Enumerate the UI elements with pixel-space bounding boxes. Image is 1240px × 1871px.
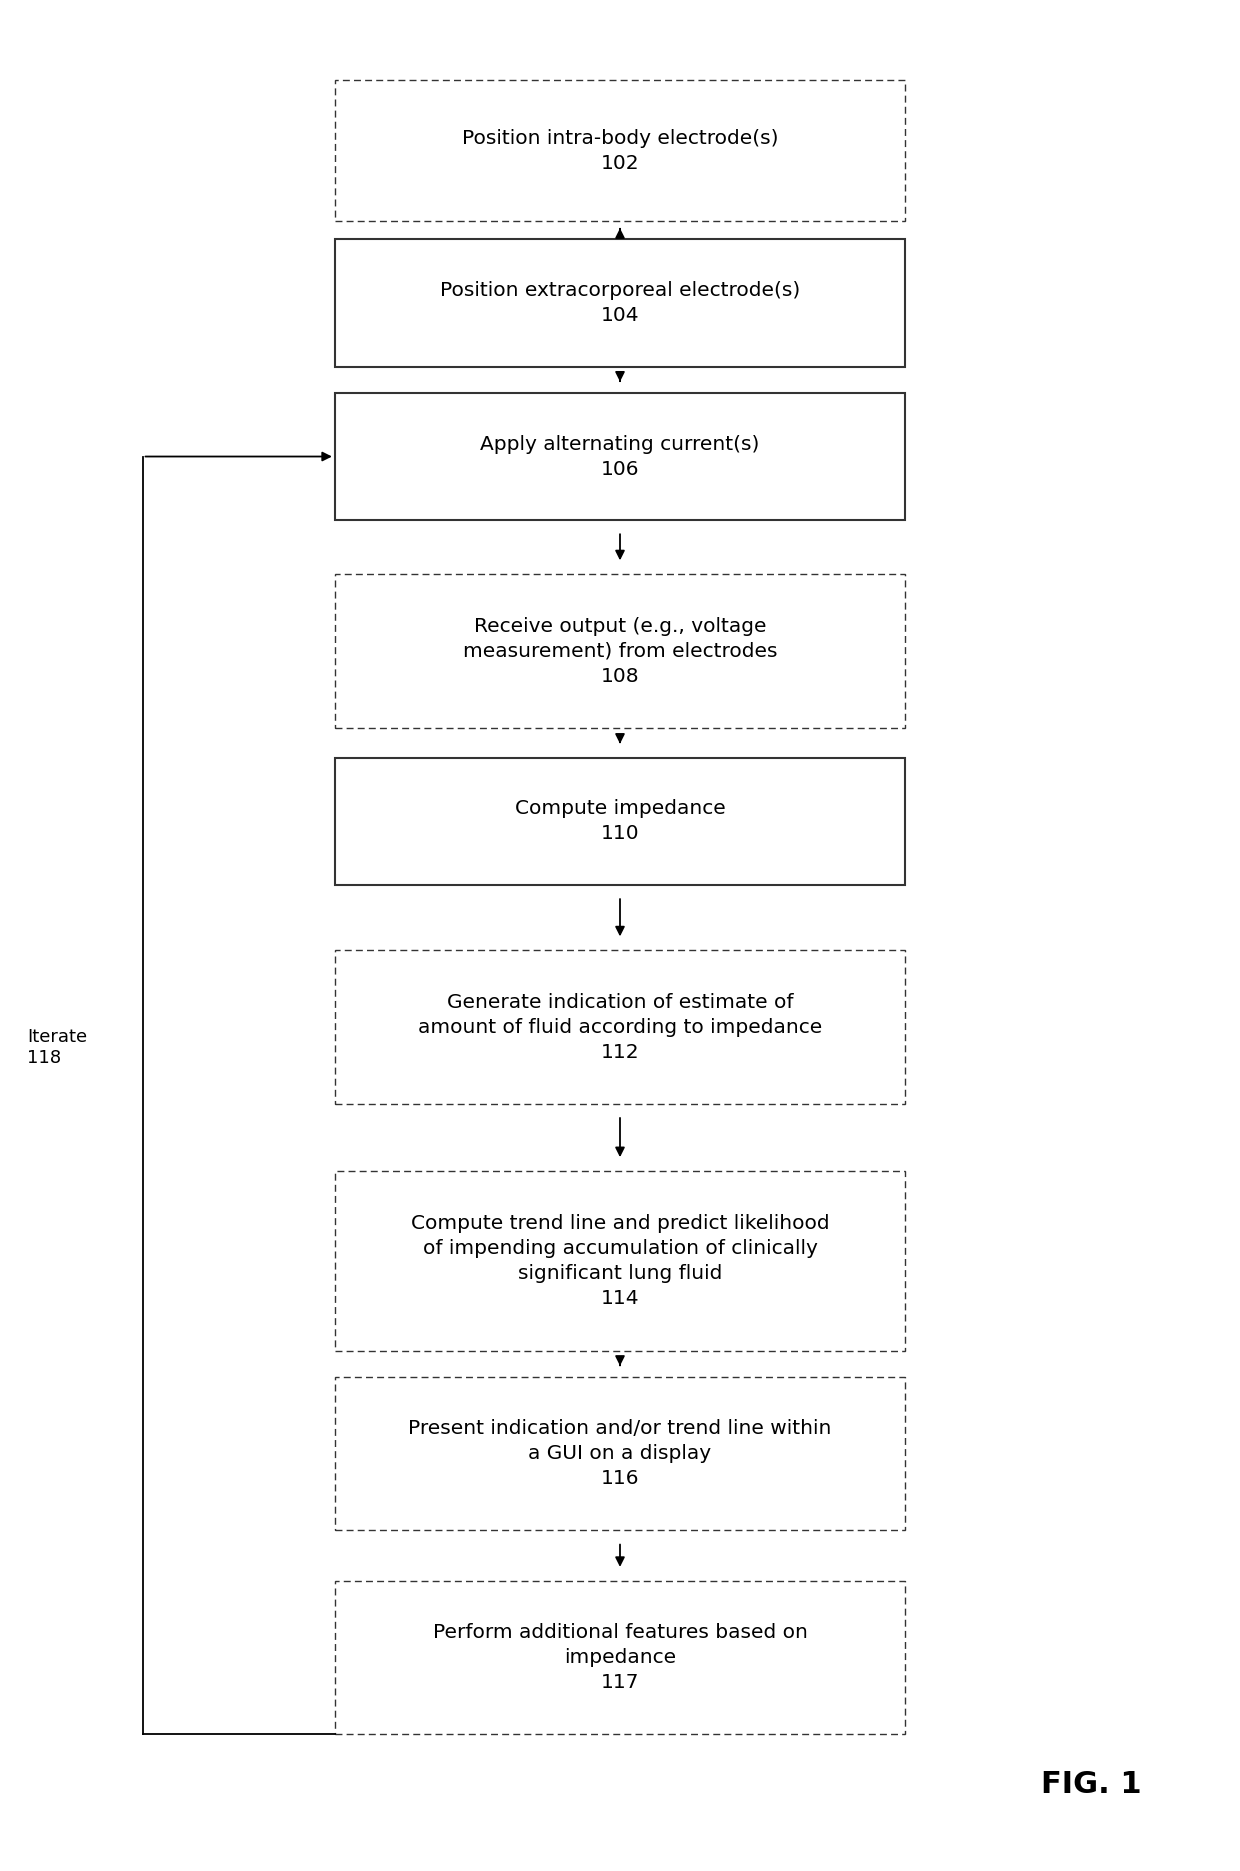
- FancyBboxPatch shape: [335, 1581, 905, 1734]
- Text: Perform additional features based on
impedance
117: Perform additional features based on imp…: [433, 1624, 807, 1691]
- Text: Compute impedance
110: Compute impedance 110: [515, 799, 725, 844]
- FancyBboxPatch shape: [335, 574, 905, 728]
- FancyBboxPatch shape: [335, 1377, 905, 1530]
- FancyBboxPatch shape: [335, 1171, 905, 1351]
- Text: Generate indication of estimate of
amount of fluid according to impedance
112: Generate indication of estimate of amoun…: [418, 994, 822, 1061]
- FancyBboxPatch shape: [335, 758, 905, 885]
- Text: Iterate
118: Iterate 118: [27, 1029, 87, 1066]
- FancyBboxPatch shape: [335, 239, 905, 367]
- Text: FIG. 1: FIG. 1: [1040, 1770, 1142, 1800]
- FancyBboxPatch shape: [335, 393, 905, 520]
- Text: Position extracorporeal electrode(s)
104: Position extracorporeal electrode(s) 104: [440, 281, 800, 326]
- Text: Present indication and/or trend line within
a GUI on a display
116: Present indication and/or trend line wit…: [408, 1420, 832, 1487]
- FancyBboxPatch shape: [335, 950, 905, 1104]
- Text: Position intra-body electrode(s)
102: Position intra-body electrode(s) 102: [461, 129, 779, 172]
- FancyBboxPatch shape: [335, 80, 905, 221]
- Text: Compute trend line and predict likelihood
of impending accumulation of clinicall: Compute trend line and predict likelihoo…: [410, 1214, 830, 1308]
- Text: Receive output (e.g., voltage
measurement) from electrodes
108: Receive output (e.g., voltage measuremen…: [463, 617, 777, 685]
- Text: Apply alternating current(s)
106: Apply alternating current(s) 106: [480, 434, 760, 479]
